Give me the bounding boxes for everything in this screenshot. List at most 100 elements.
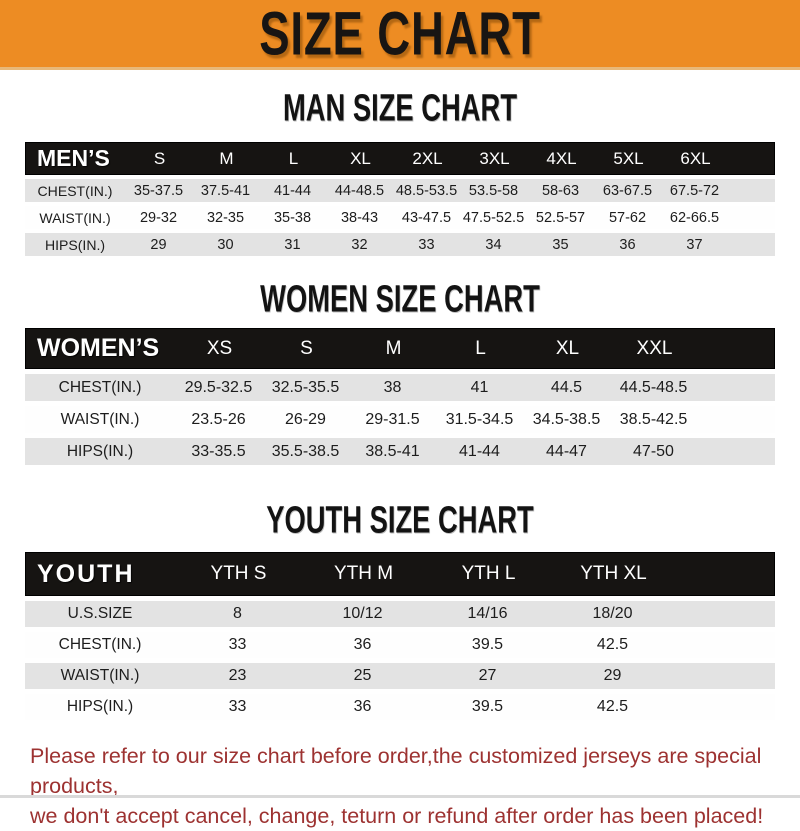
table-cell: 27	[478, 667, 497, 684]
column-header: L	[475, 337, 486, 359]
table-cell: 44-48.5	[334, 182, 385, 199]
man-section-heading: MAN SIZE CHART	[0, 86, 800, 129]
table-cell: 41-44	[459, 442, 500, 460]
table-cell: 8	[233, 605, 242, 622]
table-cell: 32-35	[206, 209, 245, 226]
column-header: 5XL	[613, 148, 644, 168]
table-cell: 29	[603, 667, 622, 684]
womens-table-header-label: WOMEN’S	[37, 334, 160, 362]
column-header: XL	[555, 337, 580, 359]
table-cell: 42.5	[596, 636, 629, 653]
table-cell: 14/16	[467, 605, 508, 622]
table-cell: 33	[228, 636, 247, 653]
footer-note: Please refer to our size chart before or…	[30, 741, 788, 831]
column-header: L	[288, 148, 299, 168]
table-cell: 37	[686, 236, 703, 253]
table-cell: 29-32	[139, 209, 178, 226]
table-cell: 63-67.5	[602, 182, 653, 199]
column-header: YTH S	[210, 563, 267, 584]
table-cell: 26-29	[285, 410, 326, 428]
table-cell: 33	[418, 236, 435, 253]
table-cell: 38	[383, 378, 402, 396]
row-label: HIPS(IN.)	[44, 236, 106, 253]
women-section-heading-text: WOMEN SIZE CHART	[260, 276, 540, 320]
table-cell: 29	[150, 236, 167, 253]
column-header: 4XL	[546, 148, 577, 168]
mens-size-table: MEN’S S M L XL 2XL 3XL 4XL 5XL 6XL CHEST…	[25, 142, 775, 256]
table-cell: 44.5-48.5	[619, 378, 688, 396]
column-header: 2XL	[412, 148, 443, 168]
table-cell: 33	[228, 698, 247, 715]
footer-line-2: we don't accept cancel, change, teturn o…	[30, 804, 764, 828]
table-cell: 47.5-52.5	[462, 209, 525, 226]
table-cell: 35-38	[273, 209, 312, 226]
row-label: WAIST(IN.)	[60, 667, 140, 684]
row-label: WAIST(IN.)	[60, 410, 140, 428]
table-cell: 23.5-26	[191, 410, 246, 428]
table-cell: 58-63	[541, 182, 580, 199]
table-cell: 62-66.5	[669, 209, 720, 226]
table-row: CHEST(IN.) 33 36 39.5 42.5	[25, 632, 775, 658]
table-cell: 47-50	[633, 442, 674, 460]
banner-title: SIZE CHART	[259, 0, 541, 69]
table-cell: 44-47	[546, 442, 587, 460]
table-cell: 38.5-41	[365, 442, 420, 460]
youth-size-table: YOUTH YTH S YTH M YTH L YTH XL U.S.SIZE …	[25, 552, 775, 720]
youth-section-heading-text: YOUTH SIZE CHART	[266, 497, 534, 541]
table-row: WAIST(IN.) 23 25 27 29	[25, 663, 775, 689]
row-label: HIPS(IN.)	[66, 442, 134, 460]
table-cell: 52.5-57	[535, 209, 586, 226]
table-cell: 53.5-58	[468, 182, 519, 199]
column-header: YTH XL	[580, 563, 647, 584]
size-chart-banner: SIZE CHART	[0, 0, 800, 70]
table-row: U.S.SIZE 8 10/12 14/16 18/20	[25, 601, 775, 627]
table-row: WAIST(IN.) 29-32 32-35 35-38 38-43 43-47…	[25, 206, 775, 229]
column-header: S	[153, 148, 166, 168]
youth-section-heading: YOUTH SIZE CHART	[0, 497, 800, 541]
column-header: YTH L	[461, 563, 516, 584]
table-row: HIPS(IN.) 33-35.5 35.5-38.5 38.5-41 41-4…	[25, 438, 775, 465]
table-cell: 30	[217, 236, 234, 253]
table-cell: 32	[351, 236, 368, 253]
column-header: S	[300, 337, 313, 359]
table-cell: 44.5	[550, 378, 583, 396]
table-cell: 37.5-41	[200, 182, 251, 199]
womens-size-table: WOMEN’S XS S M L XL XXL CHEST(IN.) 29.5-…	[25, 328, 775, 465]
table-cell: 29.5-32.5	[184, 378, 253, 396]
table-cell: 32.5-35.5	[271, 378, 340, 396]
table-row: HIPS(IN.) 29 30 31 32 33 34 35 36 37	[25, 233, 775, 256]
column-header: XS	[206, 337, 233, 359]
mens-table-header-label: MEN’S	[37, 145, 110, 171]
womens-table-header-row: WOMEN’S XS S M L XL XXL	[25, 328, 775, 369]
column-header: XXL	[636, 337, 673, 359]
column-header: 3XL	[479, 148, 510, 168]
table-cell: 25	[353, 667, 372, 684]
table-cell: 10/12	[342, 605, 383, 622]
table-cell: 18/20	[592, 605, 633, 622]
row-label: HIPS(IN.)	[66, 698, 134, 715]
table-cell: 23	[228, 667, 247, 684]
table-cell: 35.5-38.5	[271, 442, 340, 460]
table-cell: 57-62	[608, 209, 647, 226]
column-header: 6XL	[680, 148, 711, 168]
table-cell: 31.5-34.5	[445, 410, 514, 428]
table-cell: 29-31.5	[365, 410, 420, 428]
table-cell: 41-44	[273, 182, 312, 199]
table-row: CHEST(IN.) 29.5-32.5 32.5-35.5 38 41 44.…	[25, 374, 775, 401]
row-label: WAIST(IN.)	[39, 209, 111, 226]
women-section-heading: WOMEN SIZE CHART	[0, 276, 800, 320]
row-label: U.S.SIZE	[67, 605, 133, 622]
table-cell: 43-47.5	[401, 209, 452, 226]
row-label: CHEST(IN.)	[37, 182, 113, 199]
table-cell: 35	[552, 236, 569, 253]
column-header: M	[219, 148, 234, 168]
table-cell: 35-37.5	[133, 182, 184, 199]
table-cell: 36	[353, 698, 372, 715]
bottom-divider	[0, 795, 800, 798]
table-cell: 38-43	[340, 209, 379, 226]
footer-line-1: Please refer to our size chart before or…	[30, 744, 762, 798]
table-cell: 38.5-42.5	[619, 410, 688, 428]
table-cell: 39.5	[471, 698, 504, 715]
table-row: WAIST(IN.) 23.5-26 26-29 29-31.5 31.5-34…	[25, 406, 775, 433]
table-row: CHEST(IN.) 35-37.5 37.5-41 41-44 44-48.5…	[25, 179, 775, 202]
